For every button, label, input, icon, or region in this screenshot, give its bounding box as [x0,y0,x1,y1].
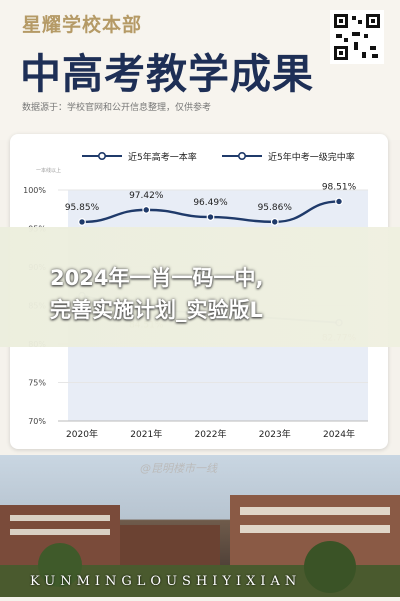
overlay-band [0,227,400,347]
data-point [78,218,86,226]
x-tick-label: 2020年 [66,428,98,440]
y-tick-label: 100% [23,186,46,195]
legend-label: 近5年中考一级完中率 [268,151,355,163]
page-title: 中高考教学成果 [20,50,314,98]
brand-name: 星耀学校本部 [22,14,143,36]
x-tick-label: 2021年 [130,428,162,440]
watermark: @昆明楼市一线 [140,462,217,475]
data-point [206,213,215,221]
x-tick-label: 2023年 [259,428,291,440]
data-point [335,197,343,206]
data-label: 98.51% [322,182,357,192]
source-note: 数据源于：学校官网和公开信息整理，仅供参考 [22,103,212,113]
data-point [142,205,151,214]
x-tick-label: 2024年 [323,428,355,440]
legend-marker [98,151,107,160]
legend-label: 近5年高考一本率 [128,151,197,163]
y-axis-note: 一本线以上 [36,167,61,174]
qr-code [330,10,384,64]
data-label: 95.86% [258,203,293,213]
data-point [270,217,279,226]
data-label: 95.85% [65,203,100,213]
legend-marker [238,151,247,160]
campus-photo [0,455,400,597]
overlay-line-2: 完善实施计划_实验版L [50,298,263,322]
qr-code-icon [332,12,382,62]
footer-text: KUNMINGLOUSHIYIXIAN [30,574,302,589]
overlay-line-1: 2024年一肖一码一中, [50,266,264,290]
y-tick-label: 70% [28,417,46,426]
data-label: 97.42% [129,191,164,201]
x-tick-label: 2022年 [195,428,227,440]
y-tick-label: 75% [28,379,46,388]
data-label: 96.49% [193,198,228,208]
